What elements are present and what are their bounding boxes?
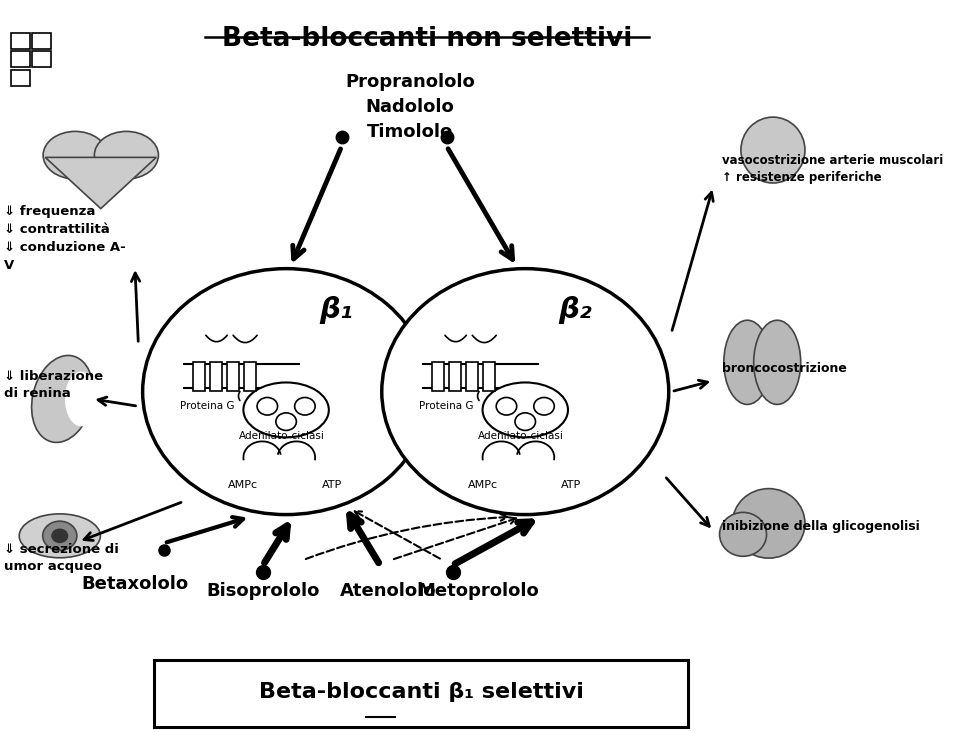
Bar — [228, 362, 239, 391]
Polygon shape — [45, 157, 156, 209]
Circle shape — [496, 397, 516, 415]
Ellipse shape — [43, 132, 108, 179]
Circle shape — [382, 269, 669, 515]
Text: Atenololo: Atenololo — [341, 582, 437, 600]
Ellipse shape — [754, 321, 801, 404]
Circle shape — [534, 397, 554, 415]
Text: AMPc: AMPc — [228, 480, 258, 490]
Ellipse shape — [483, 382, 568, 438]
Text: ⇓ frequenza
⇓ contrattilità
⇓ conduzione A-
V: ⇓ frequenza ⇓ contrattilità ⇓ conduzion… — [4, 205, 126, 272]
Circle shape — [143, 269, 429, 515]
FancyBboxPatch shape — [154, 660, 687, 727]
Text: Adenilato-ciclasi: Adenilato-ciclasi — [239, 430, 324, 441]
Text: Adenilato-ciclasi: Adenilato-ciclasi — [478, 430, 564, 441]
Ellipse shape — [19, 514, 101, 558]
Ellipse shape — [65, 372, 97, 426]
Ellipse shape — [741, 117, 805, 183]
Text: ⇓ secrezione di
umor acqueo: ⇓ secrezione di umor acqueo — [4, 543, 119, 573]
Text: Bisoprololo: Bisoprololo — [206, 582, 320, 600]
Text: Propranololo
Nadololo
Timololo: Propranololo Nadololo Timololo — [345, 73, 475, 141]
Text: ⇓ liberazione
di renina: ⇓ liberazione di renina — [4, 370, 104, 400]
Circle shape — [42, 521, 77, 550]
Circle shape — [276, 413, 297, 430]
Ellipse shape — [732, 489, 805, 559]
Ellipse shape — [244, 382, 329, 438]
Bar — [33, 33, 51, 49]
Bar — [244, 362, 256, 391]
Bar — [449, 362, 461, 391]
Ellipse shape — [720, 512, 766, 556]
Text: broncocostrizione: broncocostrizione — [722, 362, 847, 376]
Bar — [484, 362, 495, 391]
Ellipse shape — [724, 321, 771, 404]
Text: β₁: β₁ — [319, 296, 352, 324]
Circle shape — [515, 413, 536, 430]
Text: β₂: β₂ — [558, 296, 591, 324]
Bar — [467, 362, 478, 391]
Bar — [193, 362, 205, 391]
Bar — [33, 51, 51, 67]
Text: Proteina G: Proteina G — [180, 401, 235, 411]
Text: vasocostrizione arterie muscolari
↑ resistenze periferiche: vasocostrizione arterie muscolari ↑ resi… — [722, 154, 943, 184]
Text: Betaxololo: Betaxololo — [82, 575, 188, 593]
Circle shape — [257, 397, 277, 415]
Ellipse shape — [32, 356, 93, 442]
Text: ATP: ATP — [562, 480, 582, 490]
Bar — [12, 33, 30, 49]
Bar — [12, 70, 30, 86]
Text: ATP: ATP — [323, 480, 343, 490]
Ellipse shape — [94, 132, 158, 179]
Text: Metoprololo: Metoprololo — [418, 582, 540, 600]
Bar — [12, 51, 30, 67]
Text: AMPc: AMPc — [468, 480, 497, 490]
Circle shape — [51, 529, 68, 543]
Bar — [210, 362, 222, 391]
Text: Proteina G: Proteina G — [420, 401, 474, 411]
Text: Beta-bloccanti β₁ selettivi: Beta-bloccanti β₁ selettivi — [258, 682, 584, 703]
Circle shape — [295, 397, 315, 415]
Text: Beta-bloccanti non selettivi: Beta-bloccanti non selettivi — [222, 26, 633, 52]
Bar — [432, 362, 444, 391]
Text: inibizione della glicogenolisi: inibizione della glicogenolisi — [722, 520, 920, 533]
